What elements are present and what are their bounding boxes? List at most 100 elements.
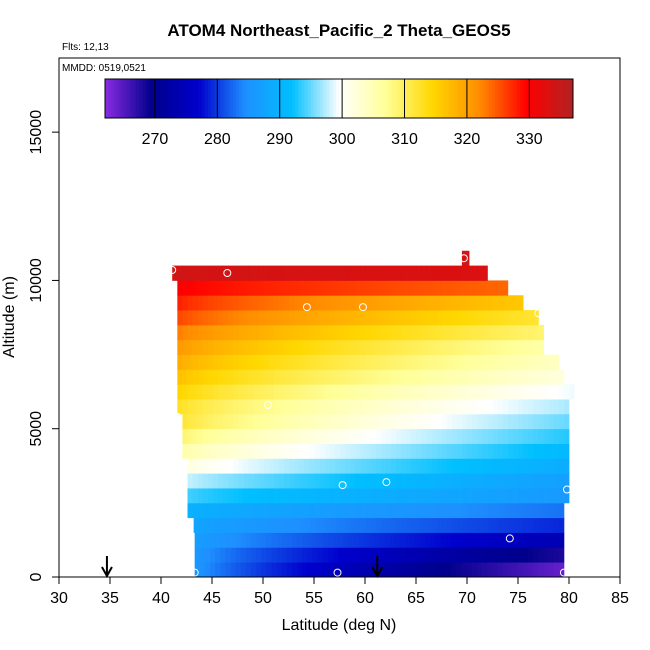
- colorbar-segment: [323, 79, 327, 118]
- heatmap-cell: [273, 354, 280, 370]
- heatmap-cell: [358, 547, 365, 563]
- x-tick-label: 40: [152, 590, 170, 607]
- heatmap-cell: [431, 399, 438, 415]
- x-tick-label: 35: [101, 590, 119, 607]
- heatmap-cell: [245, 532, 252, 548]
- heatmap-cell: [284, 354, 290, 370]
- heatmap-cell: [523, 413, 529, 430]
- heatmap-cell: [472, 502, 478, 519]
- heatmap-cell: [279, 354, 285, 370]
- heatmap-cell: [289, 502, 295, 519]
- colorbar-segment: [451, 79, 455, 118]
- heatmap-cell: [202, 295, 209, 311]
- heatmap-cell: [431, 473, 438, 489]
- heatmap-cell: [309, 443, 316, 459]
- heatmap-cell: [431, 443, 438, 459]
- heatmap-cell: [307, 562, 314, 577]
- heatmap-cell: [487, 384, 494, 400]
- heatmap-cell: [324, 443, 331, 459]
- heatmap-cell: [192, 354, 199, 370]
- heatmap-cell: [304, 280, 310, 296]
- heatmap-cell: [370, 488, 377, 504]
- heatmap-cell: [492, 384, 499, 400]
- heatmap-cell: [202, 280, 209, 296]
- heatmap-cell: [421, 265, 427, 281]
- heatmap-cell: [314, 428, 321, 444]
- heatmap-cell: [426, 428, 433, 444]
- heatmap-cell: [512, 339, 519, 355]
- heatmap-cell: [253, 473, 260, 489]
- heatmap-cell: [477, 443, 483, 459]
- colorbar-segment: [108, 79, 112, 118]
- heatmap-cell: [456, 295, 463, 311]
- heatmap-cell: [345, 369, 351, 385]
- heatmap-cell: [389, 532, 396, 548]
- dates-annotation: MMDD: 0519,0521: [62, 63, 146, 74]
- sample-point: [190, 568, 199, 577]
- heatmap-cell: [543, 369, 550, 385]
- colorbar-segment: [432, 79, 437, 118]
- heatmap-cell: [290, 517, 296, 533]
- heatmap-cell: [225, 532, 231, 548]
- heatmap-cell: [440, 547, 447, 563]
- heatmap-cell: [380, 384, 387, 400]
- plot-frame: [58, 57, 621, 578]
- heatmap-cell: [431, 413, 438, 430]
- heatmap-cell: [202, 458, 209, 474]
- heatmap-cell: [507, 562, 514, 577]
- heatmap-cell: [248, 473, 255, 489]
- heatmap-cell: [350, 310, 356, 326]
- heatmap-cell: [431, 458, 438, 474]
- colorbar-segment: [363, 79, 368, 118]
- heatmap-cell: [261, 547, 267, 563]
- heatmap-cell: [207, 295, 214, 311]
- heatmap-cell: [467, 280, 473, 296]
- heatmap-cell: [238, 295, 244, 311]
- heatmap-cell: [243, 369, 249, 385]
- heatmap-cell: [538, 428, 544, 444]
- heatmap-cell: [207, 399, 214, 415]
- heatmap-cell: [482, 369, 488, 385]
- heatmap-cell: [543, 443, 550, 459]
- heatmap-cell: [182, 399, 188, 415]
- heatmap-cell: [553, 428, 560, 444]
- heatmap-cell: [348, 532, 355, 548]
- heatmap-cell: [482, 280, 488, 296]
- heatmap-cell: [391, 517, 397, 533]
- heatmap-cell: [329, 295, 336, 311]
- heatmap-cell: [421, 413, 427, 430]
- heatmap-cell: [197, 488, 204, 504]
- heatmap-cell: [401, 473, 407, 489]
- heatmap-cell: [446, 502, 453, 519]
- heatmap-cell: [223, 502, 229, 519]
- heatmap-cell: [335, 502, 341, 519]
- heatmap-cell: [533, 369, 539, 385]
- heatmap-cell: [350, 265, 356, 281]
- heatmap-cell: [548, 562, 555, 577]
- heatmap-cell: [314, 295, 321, 311]
- heatmap-cell: [263, 473, 270, 489]
- heatmap-cell: [467, 310, 473, 326]
- heatmap-cell: [384, 562, 390, 577]
- heatmap-cell: [187, 324, 193, 341]
- heatmap-cell: [207, 354, 214, 370]
- colorbar-segment: [192, 79, 196, 118]
- heatmap-cell: [513, 488, 519, 504]
- heatmap-cell: [350, 443, 356, 459]
- heatmap-cell: [522, 562, 529, 577]
- heatmap-cell: [441, 265, 448, 281]
- heatmap-cell: [487, 399, 494, 415]
- heatmap-cell: [187, 369, 193, 385]
- heatmap-cell: [365, 324, 371, 341]
- heatmap-cell: [406, 502, 412, 519]
- heatmap-cell: [284, 295, 290, 311]
- heatmap-cell: [426, 310, 433, 326]
- heatmap-cell: [467, 458, 473, 474]
- heatmap-cell: [492, 458, 499, 474]
- heatmap-cell: [558, 488, 565, 504]
- colorbar-segment: [342, 79, 346, 118]
- heatmap-cell: [401, 369, 407, 385]
- heatmap-cell: [177, 369, 183, 385]
- arrow-marker: [101, 556, 113, 579]
- heatmap-cell: [370, 310, 377, 326]
